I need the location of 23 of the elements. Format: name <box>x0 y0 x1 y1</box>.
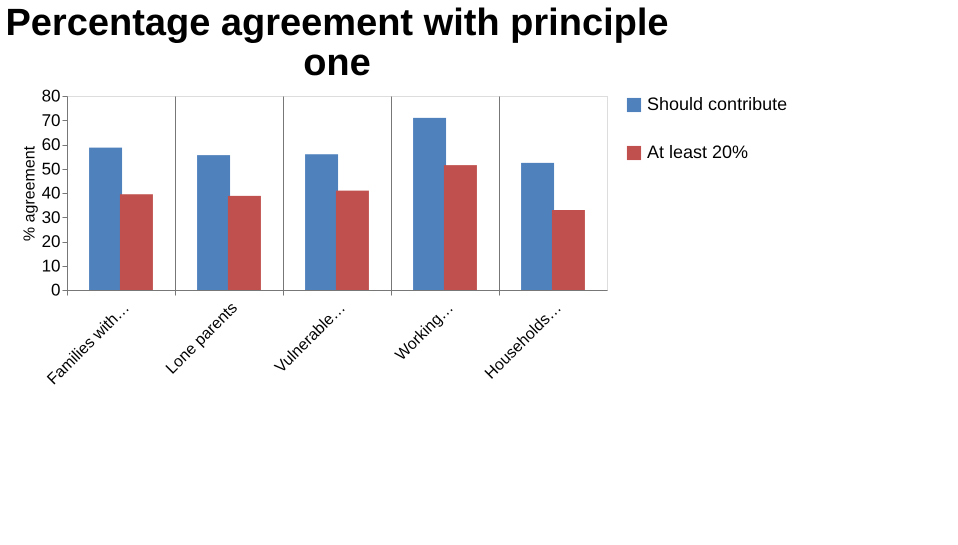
bar <box>444 165 477 290</box>
legend-label: Should contribute <box>647 94 788 114</box>
y-tick-label: 10 <box>42 256 60 276</box>
bar <box>89 148 122 290</box>
y-tick-label: 0 <box>51 280 60 300</box>
y-tick-label: 20 <box>42 232 60 251</box>
y-tick-label: 80 <box>42 86 60 106</box>
y-tick-label: 60 <box>42 135 60 154</box>
bar <box>120 194 153 290</box>
chart-title: Percentage agreement with principle one <box>5 2 669 84</box>
y-axis-title: % agreement <box>22 145 39 242</box>
bar <box>228 196 261 290</box>
y-tick-label: 40 <box>42 184 60 202</box>
bar <box>521 162 554 290</box>
y-tick-label: 30 <box>42 208 60 227</box>
bar <box>413 118 446 290</box>
bar <box>336 190 369 290</box>
bar <box>305 154 338 290</box>
legend-label: At least 20% <box>647 142 748 162</box>
bar <box>197 155 230 290</box>
bar <box>552 210 585 290</box>
y-tick-label: 50 <box>42 159 60 178</box>
y-tick-label: 70 <box>42 110 60 130</box>
